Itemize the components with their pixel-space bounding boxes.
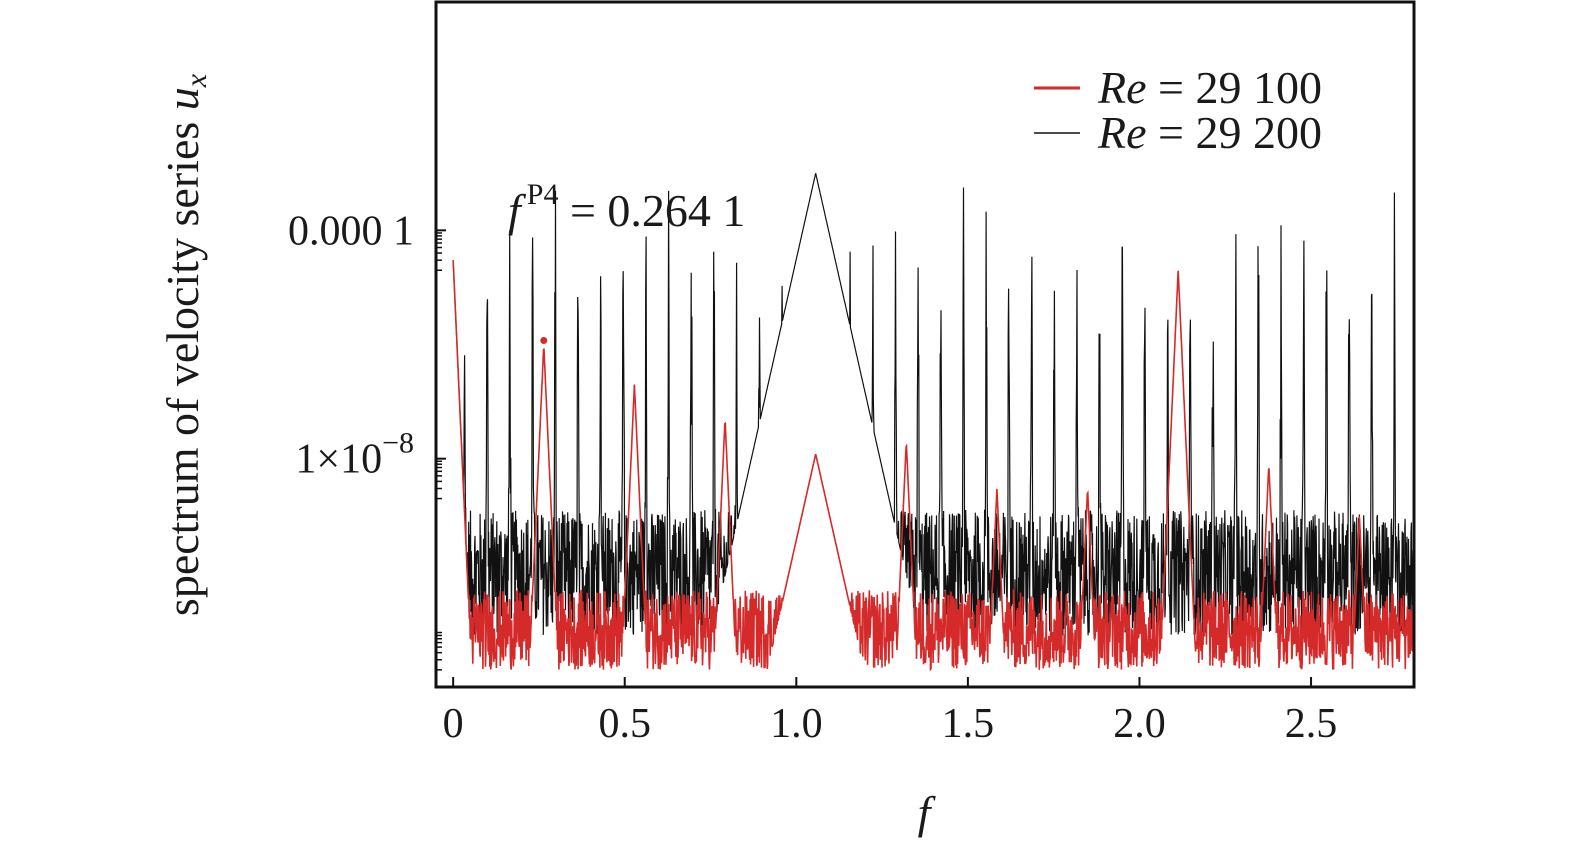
annotation-marker bbox=[540, 337, 548, 344]
x-tick-label: 2.0 bbox=[1113, 701, 1166, 747]
legend-rest-re-29100: = 29 100 bbox=[1147, 62, 1322, 113]
annotation-symbol: f bbox=[508, 185, 527, 236]
series-line bbox=[452, 173, 1415, 636]
annotation-value: = 0.264 1 bbox=[558, 185, 745, 236]
legend-label-re-29100: Re = 29 100 bbox=[1097, 62, 1322, 113]
x-tick-label: 0 bbox=[443, 701, 464, 747]
y-tick-label: 1×10−8 bbox=[295, 427, 414, 483]
legend-label-re-29200: Re = 29 200 bbox=[1097, 107, 1322, 158]
annotation-fp4: f P4 = 0.264 1 bbox=[508, 178, 745, 236]
x-axis-label: f bbox=[918, 787, 937, 838]
y-axis-label-text: spectrum of velocity series bbox=[157, 110, 208, 616]
legend: Re = 29 100 Re = 29 200 bbox=[1034, 62, 1322, 158]
x-tick-label: 0.5 bbox=[598, 701, 651, 747]
y-axis-label: spectrum of velocity series ux bbox=[157, 73, 213, 616]
legend-italic-re-29200: Re bbox=[1097, 107, 1147, 158]
y-axis-label-sub: x bbox=[180, 73, 213, 88]
x-tick-label: 1.5 bbox=[942, 701, 995, 747]
series-re-29200-group bbox=[452, 173, 1415, 636]
x-tick-label: 2.5 bbox=[1285, 701, 1338, 747]
y-tick-label: 0.000 1 bbox=[288, 208, 414, 254]
series-re-29100-group bbox=[452, 260, 1415, 672]
y-axis-label-var: u bbox=[157, 87, 208, 110]
plot-frame bbox=[434, 0, 1416, 689]
series-line bbox=[452, 260, 1415, 672]
axes-group: 0 0.5 1.0 1.5 2.0 2.5 0.000 1 1×10−8 bbox=[288, 208, 1337, 747]
legend-italic-re-29100: Re bbox=[1097, 62, 1147, 113]
x-tick-label: 1.0 bbox=[770, 701, 823, 747]
legend-rest-re-29200: = 29 200 bbox=[1147, 107, 1322, 158]
annotation-superscript: P4 bbox=[527, 178, 559, 211]
